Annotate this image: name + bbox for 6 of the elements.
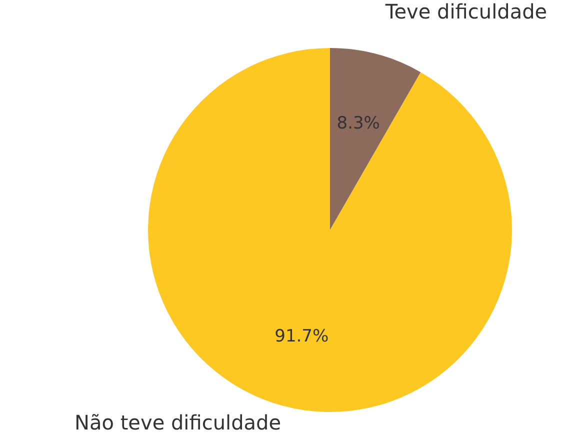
data-label: 8.3% — [336, 114, 380, 134]
pie-slice — [330, 48, 421, 230]
pie-slice — [148, 48, 512, 412]
slice-label: Não teve dificuldade — [74, 410, 282, 434]
data-label: 91.7% — [274, 326, 329, 346]
slice-label: Teve dificuldade — [384, 0, 548, 24]
